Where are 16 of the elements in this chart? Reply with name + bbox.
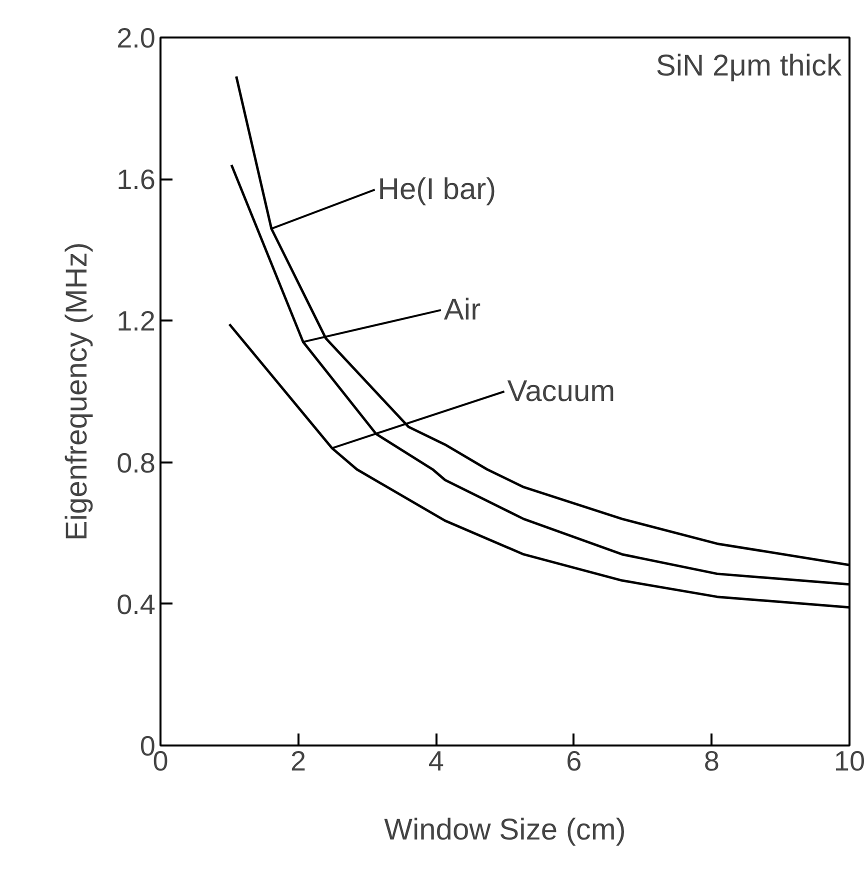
y-tick-label: 1.2 [116,306,156,337]
y-tick-label: 0.4 [116,588,156,620]
x-tick-label: 6 [566,746,582,776]
annotation: Air [444,294,481,327]
x-axis-title: Window Size (cm) [384,814,626,846]
x-tick-label: 4 [428,746,444,776]
annotation: He(I bar) [378,173,496,206]
annotation: SiN 2μm thick [656,50,842,82]
y-axis-title: Eigenfrequency (MHz) [60,242,94,541]
y-tick-label: 0.8 [116,447,156,478]
x-tick-label: 8 [704,746,720,776]
x-tick-label: 2 [290,746,306,776]
y-tick-label: 1.6 [116,164,156,196]
y-tick-label: 2.0 [116,22,156,54]
x-tick-label: 10 [834,746,865,776]
annotation: Vacuum [507,375,616,408]
